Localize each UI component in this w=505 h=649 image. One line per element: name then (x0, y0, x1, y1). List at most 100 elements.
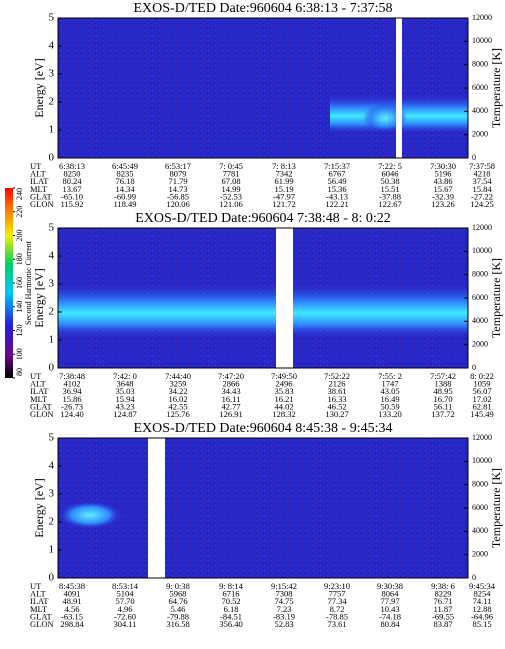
y-tick-label: 5 (49, 222, 55, 234)
ephemeris-value: 4.96 (118, 604, 133, 614)
ephemeris-value: -27.22 (471, 191, 493, 201)
ephemeris-value: -64.96 (471, 611, 493, 621)
ephemeris-value: 76.18 (115, 176, 134, 186)
ephemeris-value: 42.55 (168, 401, 187, 411)
y2-tick-label: 10000 (472, 246, 492, 255)
ephemeris-value: 14.73 (168, 184, 187, 194)
ephemeris-value: 2126 (329, 379, 346, 389)
ephemeris-value: 133.20 (378, 409, 401, 419)
colorbar-tick-label: 100 (15, 348, 24, 360)
colorbar-tick-label: 160 (15, 277, 24, 289)
ephemeris-value: 2866 (223, 379, 240, 389)
ephemeris-value: -43.13 (326, 191, 348, 201)
ephemeris-value: 8:53:14 (112, 581, 139, 591)
spectrogram (58, 438, 468, 578)
y2-tick-label: 4000 (472, 526, 488, 535)
ephemeris-value: 61.99 (274, 176, 293, 186)
ephemeris-value: 56.07 (472, 386, 491, 396)
ephemeris-value: 7:42: 0 (113, 371, 137, 381)
panel-title: EXOS-D/TED Date:960604 8:45:38 - 9:45:34 (134, 421, 393, 436)
ephemeris-value: 9:15:42 (271, 581, 297, 591)
ephemeris-value: 9: 0:38 (166, 581, 190, 591)
y2-axis-label: Temperature [K] (489, 48, 503, 128)
ephemeris-value: 67.08 (221, 176, 240, 186)
ephemeris-value: 5196 (435, 169, 452, 179)
ephemeris-value: 15.67 (433, 184, 452, 194)
ephemeris-value: 76.71 (433, 596, 452, 606)
ephemeris-value: 3648 (117, 379, 134, 389)
ephemeris-value: 5968 (170, 589, 187, 599)
ephemeris-value: -56.85 (167, 191, 189, 201)
ephemeris-value: 64.76 (168, 596, 187, 606)
ephemeris-value: 7:57:42 (430, 371, 456, 381)
ephemeris-value: -74.18 (379, 611, 401, 621)
y2-axis-label: Temperature [K] (489, 468, 503, 548)
ephemeris-value: 121.72 (272, 199, 295, 209)
ephemeris-value: 9:45:34 (469, 581, 496, 591)
ephemeris-value: 2496 (276, 379, 293, 389)
ephemeris-value: 5.46 (171, 604, 186, 614)
y-tick-label: 4 (49, 460, 55, 472)
ephemeris-value: 137.72 (431, 409, 454, 419)
ephemeris-value: 4091 (64, 589, 81, 599)
ephemeris-value: 124.87 (113, 409, 136, 419)
ephemeris-value: 6:45:49 (112, 161, 138, 171)
ephemeris-value: 298.84 (60, 619, 84, 629)
y2-tick-label: 6000 (472, 503, 488, 512)
ephemeris-value: 1747 (382, 379, 399, 389)
ephemeris-value: 118.49 (113, 199, 136, 209)
ephemeris-value: 74.75 (274, 596, 293, 606)
ephemeris-value: 7781 (223, 169, 240, 179)
y2-tick-label: 2000 (472, 129, 488, 138)
ephemeris-value: 15.84 (472, 184, 492, 194)
y2-tick-label: 8000 (472, 269, 488, 278)
ephemeris-label: MLT (30, 604, 48, 614)
ephemeris-value: 8064 (382, 589, 400, 599)
ephemeris-value: 48.91 (62, 596, 81, 606)
y-tick-label: 0 (49, 572, 55, 584)
ephemeris-value: 16.49 (380, 394, 399, 404)
ephemeris-value: -72.60 (114, 611, 136, 621)
ephemeris-label: GLAT (30, 191, 53, 201)
colorbar-label: Second Harmonic Current (24, 240, 33, 325)
colorbar-tick-label: 180 (15, 253, 24, 265)
ephemeris-value: 35.03 (115, 386, 134, 396)
ephemeris-value: 56.49 (327, 176, 346, 186)
data-gap (396, 18, 402, 158)
ephemeris-value: 7:15:37 (324, 161, 350, 171)
ephemeris-value: 9: 8:14 (219, 581, 244, 591)
y2-tick-label: 12000 (472, 433, 492, 442)
ephemeris-label: UT (30, 581, 42, 591)
colorbar-tick-label: 80 (15, 368, 24, 376)
ephemeris-value: 8254 (474, 589, 492, 599)
y-tick-label: 3 (49, 278, 55, 290)
ephemeris-value: 35.83 (274, 386, 293, 396)
ephemeris-value: -60.99 (114, 191, 136, 201)
ephemeris-value: 6.18 (224, 604, 239, 614)
ephemeris-value: 124.40 (60, 409, 83, 419)
data-gap (148, 438, 165, 578)
ephemeris-value: 8079 (170, 169, 187, 179)
ephemeris-value: 7.23 (277, 604, 292, 614)
y-tick-label: 2 (49, 516, 55, 528)
ephemeris-value: 8250 (64, 169, 81, 179)
ephemeris-value: 57.70 (115, 596, 134, 606)
ephemeris-label: GLAT (30, 401, 53, 411)
ephemeris-value: 13.67 (62, 184, 81, 194)
ephemeris-value: 4218 (474, 169, 491, 179)
y2-tick-label: 2000 (472, 549, 488, 558)
ephemeris-value: 56.11 (434, 401, 453, 411)
ephemeris-label: ALT (30, 169, 47, 179)
y2-tick-label: 12000 (472, 13, 492, 22)
ephemeris-label: ILAT (30, 176, 49, 186)
colorbar-tick-label: 120 (15, 325, 24, 337)
ephemeris-value: 8229 (435, 589, 452, 599)
y2-tick-label: 4000 (472, 106, 488, 115)
ephemeris-value: 73.61 (327, 619, 346, 629)
ephemeris-value: 16.02 (168, 394, 187, 404)
ephemeris-value: 7:55: 2 (378, 371, 402, 381)
y2-tick-label: 0 (472, 153, 476, 162)
ephemeris-value: 4102 (64, 379, 81, 389)
ephemeris-value: 16.11 (222, 394, 241, 404)
